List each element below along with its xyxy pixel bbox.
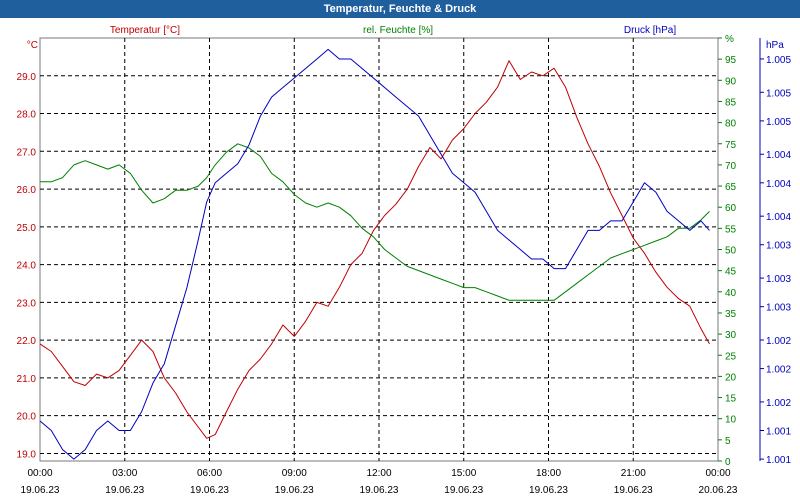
x-tick-time: 18:00 xyxy=(536,468,561,479)
x-tick-date: 19.06.23 xyxy=(529,485,568,496)
humidity-axis-title: rel. Feuchte [%] xyxy=(363,25,433,36)
pressure-axis-title: Druck [hPa] xyxy=(624,25,676,36)
x-tick-date: 19.06.23 xyxy=(21,485,60,496)
series-line-pressure xyxy=(39,48,710,460)
pressure-tick-label: 1.001 xyxy=(766,427,791,438)
humidity-tick-label: 65 xyxy=(725,182,737,193)
pressure-unit-label: hPa xyxy=(766,40,784,51)
humidity-tick-label: 90 xyxy=(725,76,737,87)
temperature-tick-label: 25.0 xyxy=(17,223,37,234)
humidity-tick-label: 5 xyxy=(725,436,731,447)
x-tick-time: 21:00 xyxy=(621,468,646,479)
pressure-tick-label: 1.003 xyxy=(766,274,791,285)
humidity-tick-label: 80 xyxy=(725,119,737,130)
pressure-tick-label: 1.004 xyxy=(766,212,791,223)
grid-lines xyxy=(40,38,718,461)
pressure-tick-label: 1.002 xyxy=(766,398,791,409)
x-tick-date: 19.06.23 xyxy=(105,485,144,496)
x-tick-date: 19.06.23 xyxy=(614,485,653,496)
x-tick-time: 00:00 xyxy=(27,468,52,479)
humidity-tick-label: 70 xyxy=(725,161,737,172)
pressure-tick-label: 1.004 xyxy=(766,150,791,161)
temperature-tick-label: 19.0 xyxy=(17,449,37,460)
temperature-tick-label: 26.0 xyxy=(17,185,37,196)
temperature-tick-label: 21.0 xyxy=(17,374,37,385)
humidity-tick-label: 95 xyxy=(725,55,737,66)
series-line-humidity xyxy=(40,143,710,301)
pressure-tick-label: 1.005 xyxy=(766,88,791,99)
x-tick-time: 00:00 xyxy=(705,468,730,479)
temperature-tick-label: 23.0 xyxy=(17,298,37,309)
pressure-tick-label: 1.002 xyxy=(766,365,791,376)
x-tick-time: 03:00 xyxy=(112,468,137,479)
x-tick-time: 15:00 xyxy=(451,468,476,479)
pressure-tick-label: 1.001 xyxy=(766,455,791,466)
pressure-tick-label: 1.002 xyxy=(766,336,791,347)
humidity-tick-label: % xyxy=(725,34,734,45)
humidity-tick-label: 15 xyxy=(725,394,737,405)
humidity-tick-label: 35 xyxy=(725,309,737,320)
temperature-axis-title: Temperatur [°C] xyxy=(110,25,180,36)
chart-title: Temperatur, Feuchte & Druck xyxy=(0,0,800,18)
axes: 00:00 19.06.23 03:00 19.06.23 06:00 19.06.23 0… xyxy=(17,34,792,496)
humidity-tick-label: 30 xyxy=(725,330,737,341)
temperature-tick-label: 28.0 xyxy=(17,110,37,121)
humidity-tick-label: 0 xyxy=(725,457,731,468)
humidity-tick-label: 40 xyxy=(725,288,737,299)
humidity-tick-label: 50 xyxy=(725,246,737,257)
pressure-tick-label: 1.003 xyxy=(766,241,791,252)
x-tick-date: 20.06.23 xyxy=(699,485,738,496)
temperature-tick-label: 22.0 xyxy=(17,336,37,347)
series-lines xyxy=(39,48,710,460)
x-tick-time: 09:00 xyxy=(282,468,307,479)
pressure-tick-label: 1.004 xyxy=(766,179,791,190)
x-tick-time: 06:00 xyxy=(197,468,222,479)
x-tick-date: 19.06.23 xyxy=(190,485,229,496)
x-tick-time: 12:00 xyxy=(366,468,391,479)
temperature-unit-label: °C xyxy=(27,40,38,51)
humidity-tick-label: 85 xyxy=(725,97,737,108)
pressure-tick-label: 1.003 xyxy=(766,303,791,314)
temperature-tick-label: 29.0 xyxy=(17,72,37,83)
humidity-tick-label: 75 xyxy=(725,140,737,151)
series-line-temperature xyxy=(39,60,710,439)
humidity-tick-label: 10 xyxy=(725,415,737,426)
humidity-tick-label: 55 xyxy=(725,224,737,235)
humidity-tick-label: 45 xyxy=(725,267,737,278)
humidity-tick-label: 25 xyxy=(725,351,737,362)
temperature-tick-label: 24.0 xyxy=(17,261,37,272)
x-tick-date: 19.06.23 xyxy=(275,485,314,496)
temperature-tick-label: 27.0 xyxy=(17,147,37,158)
temperature-tick-label: 20.0 xyxy=(17,412,37,423)
humidity-tick-label: 60 xyxy=(725,203,737,214)
humidity-tick-label: 20 xyxy=(725,372,737,383)
x-tick-date: 19.06.23 xyxy=(360,485,399,496)
x-tick-date: 19.06.23 xyxy=(444,485,483,496)
pressure-tick-label: 1.005 xyxy=(766,117,791,128)
pressure-tick-label: 1.005 xyxy=(766,55,791,66)
